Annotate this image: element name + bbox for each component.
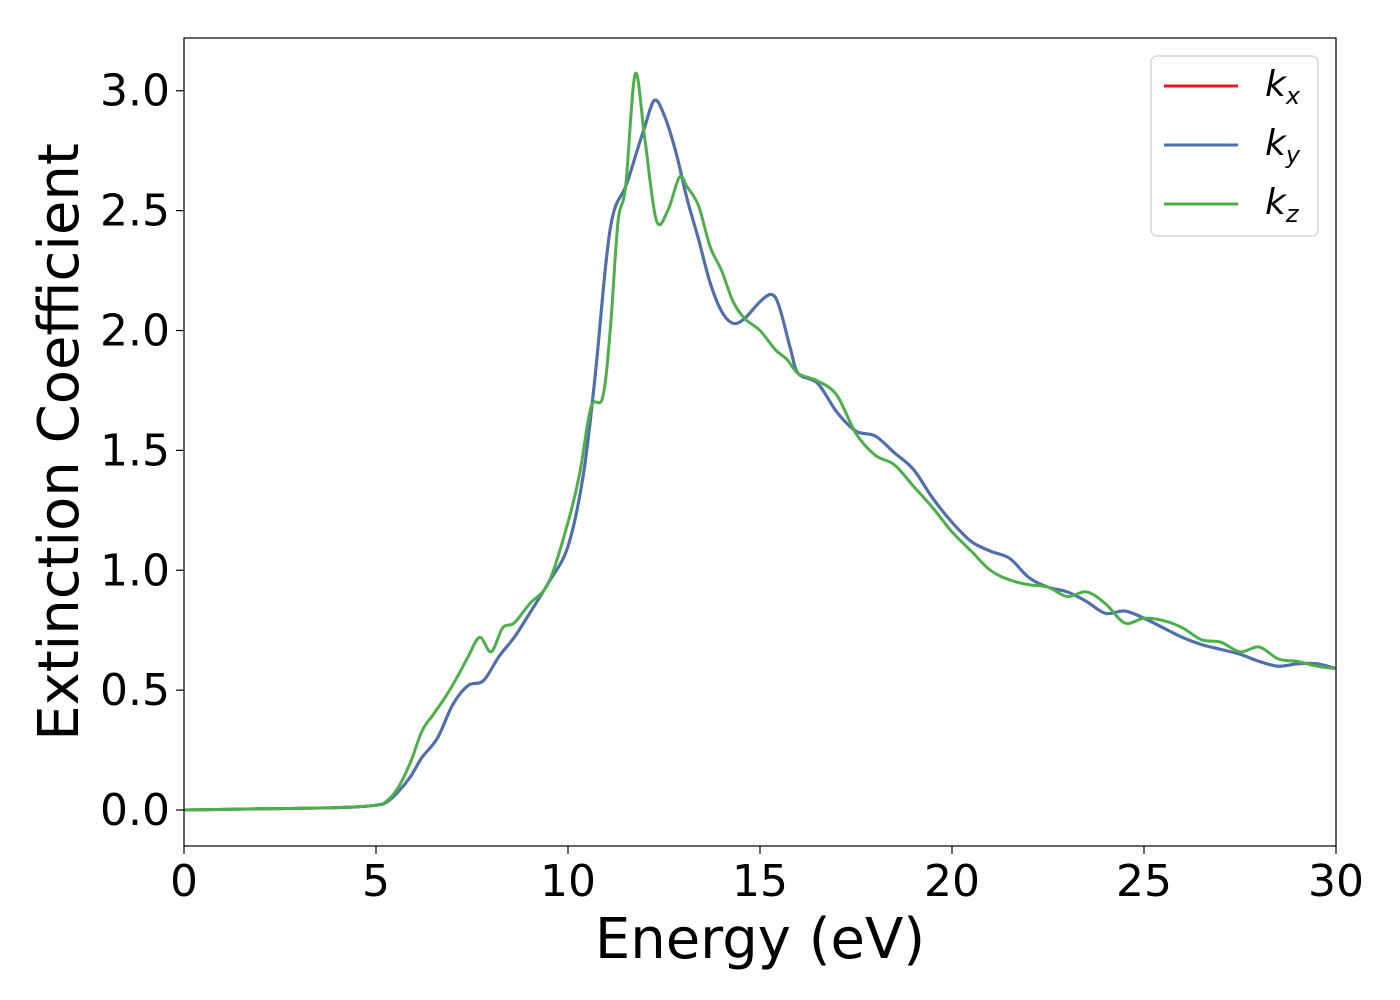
y-tick-label: 3.0 <box>100 66 170 117</box>
legend: kx ky kz <box>1150 55 1319 237</box>
x-tick-label: 25 <box>1116 856 1172 907</box>
legend-label-y: ky <box>1265 123 1301 169</box>
series-line-z <box>184 71 1336 812</box>
y-tick-label: 2.0 <box>100 306 170 357</box>
legend-label-x: kx <box>1265 64 1301 110</box>
plot-curves <box>184 71 1336 812</box>
x-tick-label: 5 <box>362 856 390 907</box>
y-axis-ticks: 0.0 0.5 1.0 1.5 2.0 2.5 3.0 <box>100 66 184 836</box>
y-tick-label: 1.0 <box>100 545 170 596</box>
x-tick-label: 20 <box>924 856 980 907</box>
x-tick-label: 15 <box>732 856 788 907</box>
y-axis-label: Extinction Coefficient <box>27 143 92 741</box>
y-tick-label: 1.5 <box>100 425 170 476</box>
x-tick-label: 10 <box>540 856 596 907</box>
y-tick-label: 2.5 <box>100 186 170 237</box>
legend-label-z: kz <box>1265 182 1300 228</box>
x-axis-ticks: 0 5 10 15 20 25 30 <box>170 846 1364 907</box>
x-axis-label: Energy (eV) <box>595 907 925 972</box>
y-tick-label: 0.0 <box>100 785 170 836</box>
y-tick-label: 0.5 <box>100 665 170 716</box>
x-tick-label: 30 <box>1308 856 1364 907</box>
x-tick-label: 0 <box>170 856 198 907</box>
